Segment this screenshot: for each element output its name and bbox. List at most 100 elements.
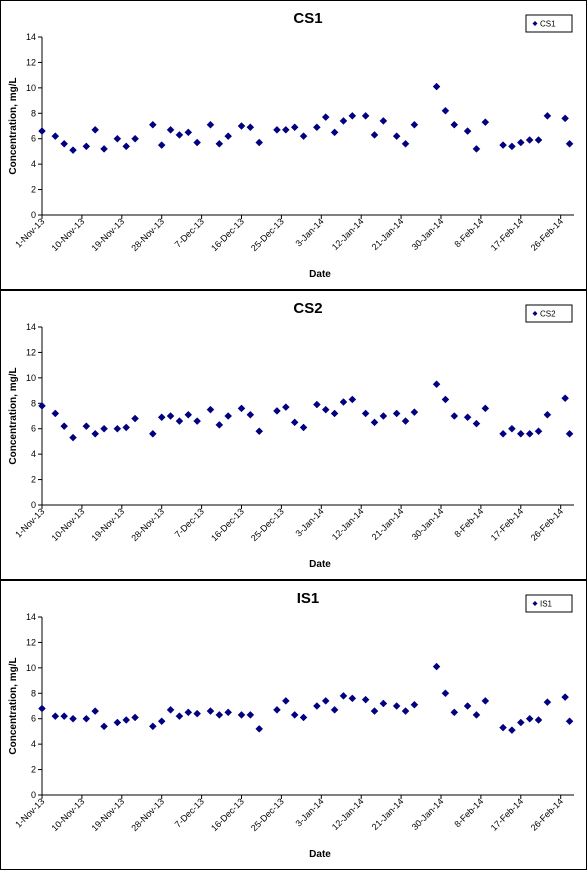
legend: CS1 (525, 14, 573, 33)
data-point (313, 702, 321, 710)
data-point (410, 120, 419, 129)
data-point (281, 125, 290, 134)
data-point (224, 708, 233, 717)
data-point (113, 424, 122, 433)
data-point (69, 714, 77, 723)
data-point (361, 111, 370, 120)
data-point (441, 395, 450, 404)
data-point (193, 709, 202, 718)
data-point (148, 120, 157, 129)
data-point (38, 401, 46, 410)
data-point (432, 380, 441, 389)
data-point (321, 697, 330, 705)
data-point (255, 725, 264, 733)
y-tick-label: 12 (26, 347, 36, 357)
y-tick-label: 2 (31, 765, 36, 775)
legend-label: IS1 (540, 600, 553, 609)
data-point (255, 138, 264, 147)
y-tick-label: 4 (31, 739, 36, 749)
x-axis-label: Date (309, 269, 331, 280)
data-point (38, 704, 46, 713)
data-point (534, 427, 543, 436)
data-point (450, 708, 459, 717)
y-axis-label: Concentration, mg/L (8, 367, 19, 464)
data-point (330, 705, 339, 714)
data-point (100, 145, 108, 153)
data-point (348, 395, 357, 404)
data-point (60, 712, 69, 721)
y-tick-label: 0 (31, 790, 36, 800)
data-point (450, 120, 459, 129)
data-point (441, 106, 450, 115)
y-tick-label: 2 (31, 475, 36, 485)
chart-frame (0, 0, 587, 290)
y-tick-label: 6 (31, 424, 36, 434)
chart-title: IS1 (297, 590, 320, 607)
data-point (60, 422, 69, 431)
data-point (543, 410, 552, 419)
data-point (184, 708, 193, 717)
data-point (565, 139, 574, 148)
chart-frame (0, 290, 587, 580)
data-point (525, 714, 534, 723)
data-point (561, 693, 569, 701)
y-tick-label: 10 (26, 373, 36, 383)
data-point (273, 407, 281, 415)
data-point (472, 711, 481, 719)
data-point (463, 413, 472, 422)
data-point (543, 111, 552, 120)
data-point (100, 722, 108, 731)
chart-title: CS2 (293, 300, 322, 317)
data-point (508, 142, 516, 151)
data-point (348, 111, 357, 120)
data-point (379, 699, 388, 708)
data-point (69, 146, 77, 155)
data-point (450, 412, 459, 420)
data-point (215, 711, 224, 719)
data-point (157, 141, 166, 149)
x-axis-label: Date (309, 849, 331, 860)
data-point (193, 417, 202, 425)
y-tick-label: 2 (31, 185, 36, 195)
data-point (463, 127, 472, 135)
data-point (543, 698, 552, 707)
data-point (299, 423, 308, 432)
data-point (157, 717, 166, 726)
data-point (255, 427, 264, 436)
data-point (299, 713, 308, 722)
x-axis-label: Date (309, 559, 331, 570)
data-point (148, 722, 157, 731)
data-point (237, 122, 246, 130)
y-tick-label: 10 (26, 663, 36, 673)
y-tick-label: 0 (31, 210, 36, 220)
y-tick-label: 14 (26, 612, 36, 622)
data-point (525, 136, 534, 144)
y-tick-label: 8 (31, 108, 36, 118)
y-tick-label: 8 (31, 398, 36, 408)
chart-title: CS1 (293, 10, 322, 27)
data-point (481, 404, 490, 413)
data-point (273, 125, 281, 134)
data-point (441, 689, 450, 698)
data-point (379, 117, 388, 125)
data-point (516, 429, 525, 438)
data-point (246, 410, 255, 419)
data-point (157, 413, 166, 422)
data-point (565, 429, 574, 438)
y-tick-label: 6 (31, 714, 36, 724)
data-point (166, 412, 175, 420)
data-point (246, 123, 255, 132)
data-point (339, 691, 348, 700)
y-tick-label: 14 (26, 322, 36, 332)
data-point (290, 418, 299, 427)
y-tick-label: 12 (26, 57, 36, 67)
data-point (361, 409, 370, 418)
data-point (339, 117, 348, 125)
data-point (370, 418, 379, 427)
data-point (166, 125, 175, 134)
data-point (113, 718, 122, 727)
data-point (321, 405, 330, 414)
y-tick-label: 4 (31, 159, 36, 169)
data-point (122, 142, 131, 151)
legend-marker (532, 601, 538, 606)
